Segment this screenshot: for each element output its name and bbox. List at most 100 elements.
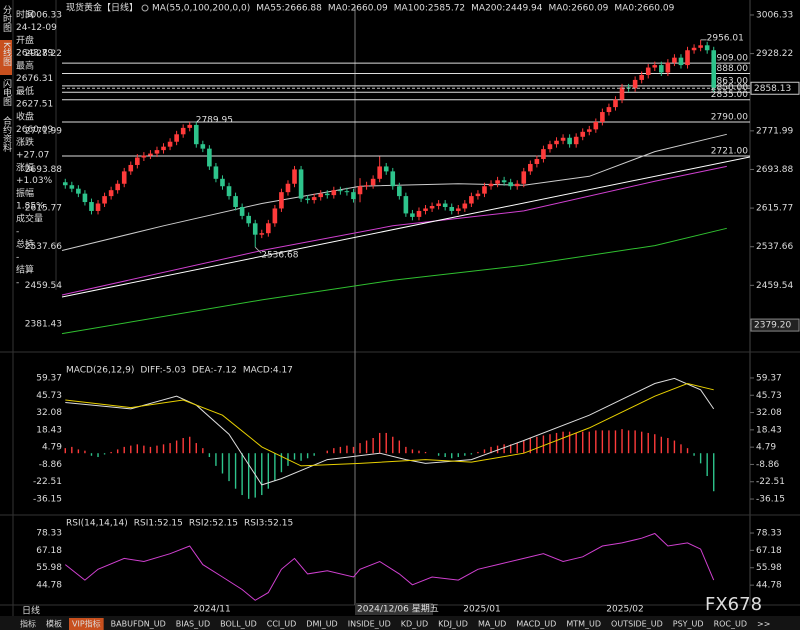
bottom-tab[interactable]: INSIDE_UD [348,620,391,629]
bottom-tab[interactable]: MTM_UD [566,620,601,629]
info-value: - [16,253,19,263]
sidebar-tab[interactable]: 合约资料 [1,115,12,153]
y-tick-label: 55.98 [756,563,782,573]
bottom-tab[interactable]: MA_UD [478,620,506,629]
chart-title: 现货黄金【日线】 [66,2,138,14]
candle-body [102,196,107,204]
low-marker-box [750,318,800,332]
candle-body [652,65,658,68]
candle-body [482,186,487,194]
candle-body [554,140,559,145]
candle-body [128,164,134,172]
candle-body [586,129,592,132]
legend-entry: RSI2:52.15 [189,519,238,529]
candle-body [508,182,513,187]
candle-body [351,192,356,200]
candle-body [573,136,579,145]
candle-body [364,185,369,187]
y-tick-label: 59.37 [756,373,782,383]
candle-body [331,190,337,196]
candle-body [311,197,317,201]
logo: FX678 [705,594,762,615]
candle-body [423,208,428,211]
candle-body [436,203,441,206]
candle-body [148,153,153,156]
y-tick-label-left: 3006.33 [25,10,62,20]
candle-body [174,134,179,142]
y-tick-label: -36.15 [756,495,785,505]
bottom-tab[interactable]: ROC_UD [714,620,747,629]
bottom-tab[interactable]: BABUFDN_UD [111,620,166,629]
y-tick-label: 2615.77 [756,204,793,214]
candle-body [455,208,461,211]
info-label: 成交量 [16,213,43,225]
bottom-tab[interactable]: BOLL_UD [220,620,257,629]
candle-body [115,183,120,191]
candle-body [429,206,435,209]
legend-entry: MA0:2660.09 [614,4,674,14]
y-tick-label-left: 2381.43 [25,319,62,329]
candle-body [95,203,101,211]
bottom-tab[interactable]: CCI_UD [267,620,297,629]
bottom-tab[interactable]: >> [757,620,770,629]
candle-body [259,233,265,235]
sidebar-tab[interactable]: K线图 [1,42,12,67]
bottom-bar [0,616,800,630]
candle-body [632,79,638,89]
y-tick-label-left: 78.33 [36,529,62,539]
candle-body [239,206,245,216]
bottom-tab[interactable]: KD_UD [401,620,428,629]
bottom-tab[interactable]: DMI_UD [306,620,337,629]
candle-body [678,57,684,66]
bottom-tab[interactable]: MACD_UD [516,620,556,629]
tab-highlight [0,40,12,75]
candle-body [207,148,212,167]
x-tick-label: 2025/02 [606,605,643,615]
y-tick-label: -22.51 [756,477,785,487]
indicator-line [61,156,750,298]
candle-body [528,163,533,172]
legend-entry: MA100:2585.72 [394,4,465,14]
candle-body [580,131,586,137]
settings-icon[interactable] [141,4,149,12]
candle-body [488,183,494,187]
sidebar-tab[interactable]: 闪电图 [1,79,12,107]
candle-body [514,183,520,187]
candle-body [76,188,81,194]
candle-body [187,124,193,128]
bottom-tab[interactable]: PSY_UD [673,620,704,629]
candle-body [711,50,717,89]
cursor-label: 2024/12/06 星期五 [357,604,439,615]
bottom-tab[interactable]: 指标 [20,619,36,629]
bottom-tab[interactable]: VIP指标 [72,619,101,629]
info-label: 开盘 [16,34,34,46]
y-tick-label: 18.43 [756,425,782,435]
info-label: 振幅 [16,187,34,199]
indicator-line [61,227,727,335]
candle-body [305,198,310,201]
bottom-tab[interactable]: KDJ_UD [438,620,468,629]
info-value: - [16,278,19,288]
current-price-label: 2858.13 [754,84,791,94]
sidebar-tab[interactable]: 分时图 [1,5,12,33]
bottom-tab[interactable]: OUTSIDE_UD [611,620,663,629]
y-tick-label-left: 2615.77 [25,204,62,214]
candle-body [541,149,546,160]
legend-entry: MA0:2660.09 [549,4,609,14]
bottom-tab[interactable]: 模板 [46,619,62,629]
candle-body [619,87,625,100]
candle-body [108,190,114,197]
period-label[interactable]: 日线 [22,605,40,617]
candle-body [606,107,612,113]
candle-body [560,137,566,141]
candle-body [659,65,664,73]
candle-body [665,62,671,73]
candle-body [377,166,382,179]
bottom-tab[interactable]: BIAS_UD [176,620,210,629]
candle-body [410,213,415,217]
y-tick-label: 45.73 [756,391,782,401]
info-value: 1.85% [16,202,45,212]
indicator-line [64,532,715,601]
candle-body [141,155,147,158]
